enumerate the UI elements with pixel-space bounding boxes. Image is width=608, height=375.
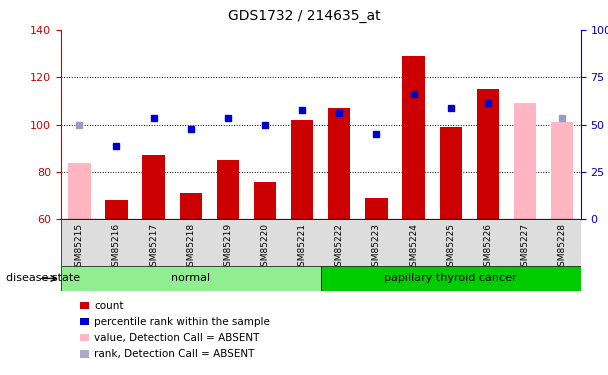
- Text: percentile rank within the sample: percentile rank within the sample: [94, 317, 270, 327]
- Bar: [80, 334, 89, 341]
- Bar: [291, 120, 313, 219]
- Text: GSM85228: GSM85228: [558, 223, 567, 272]
- Bar: [142, 156, 165, 219]
- Bar: [61, 266, 321, 291]
- Text: value, Detection Call = ABSENT: value, Detection Call = ABSENT: [94, 333, 260, 343]
- Bar: [105, 200, 128, 219]
- Bar: [216, 160, 239, 219]
- Bar: [80, 302, 89, 309]
- Text: GSM85215: GSM85215: [75, 223, 84, 272]
- Bar: [551, 122, 573, 219]
- Text: GSM85224: GSM85224: [409, 223, 418, 272]
- Text: GSM85220: GSM85220: [260, 223, 269, 272]
- Bar: [254, 182, 276, 219]
- Text: GSM85216: GSM85216: [112, 223, 121, 272]
- Bar: [321, 266, 581, 291]
- Bar: [365, 198, 387, 219]
- Text: GSM85227: GSM85227: [520, 223, 530, 272]
- Bar: [80, 318, 89, 325]
- Bar: [402, 56, 424, 219]
- Bar: [179, 194, 202, 219]
- Text: papillary thyroid cancer: papillary thyroid cancer: [384, 273, 517, 284]
- Text: GSM85226: GSM85226: [483, 223, 492, 272]
- Text: GSM85218: GSM85218: [186, 223, 195, 272]
- Text: GSM85225: GSM85225: [446, 223, 455, 272]
- Text: GSM85217: GSM85217: [149, 223, 158, 272]
- Text: count: count: [94, 301, 124, 310]
- Text: GSM85222: GSM85222: [335, 223, 344, 272]
- Bar: [80, 350, 89, 358]
- Text: disease state: disease state: [6, 273, 80, 283]
- Bar: [477, 89, 499, 219]
- Text: GDS1732 / 214635_at: GDS1732 / 214635_at: [227, 9, 381, 23]
- Text: normal: normal: [171, 273, 210, 284]
- Bar: [440, 127, 462, 219]
- Bar: [68, 163, 91, 219]
- Text: GSM85223: GSM85223: [372, 223, 381, 272]
- Text: rank, Detection Call = ABSENT: rank, Detection Call = ABSENT: [94, 349, 255, 359]
- Text: GSM85221: GSM85221: [298, 223, 306, 272]
- Text: GSM85219: GSM85219: [223, 223, 232, 272]
- Bar: [514, 104, 536, 219]
- Bar: [328, 108, 350, 219]
